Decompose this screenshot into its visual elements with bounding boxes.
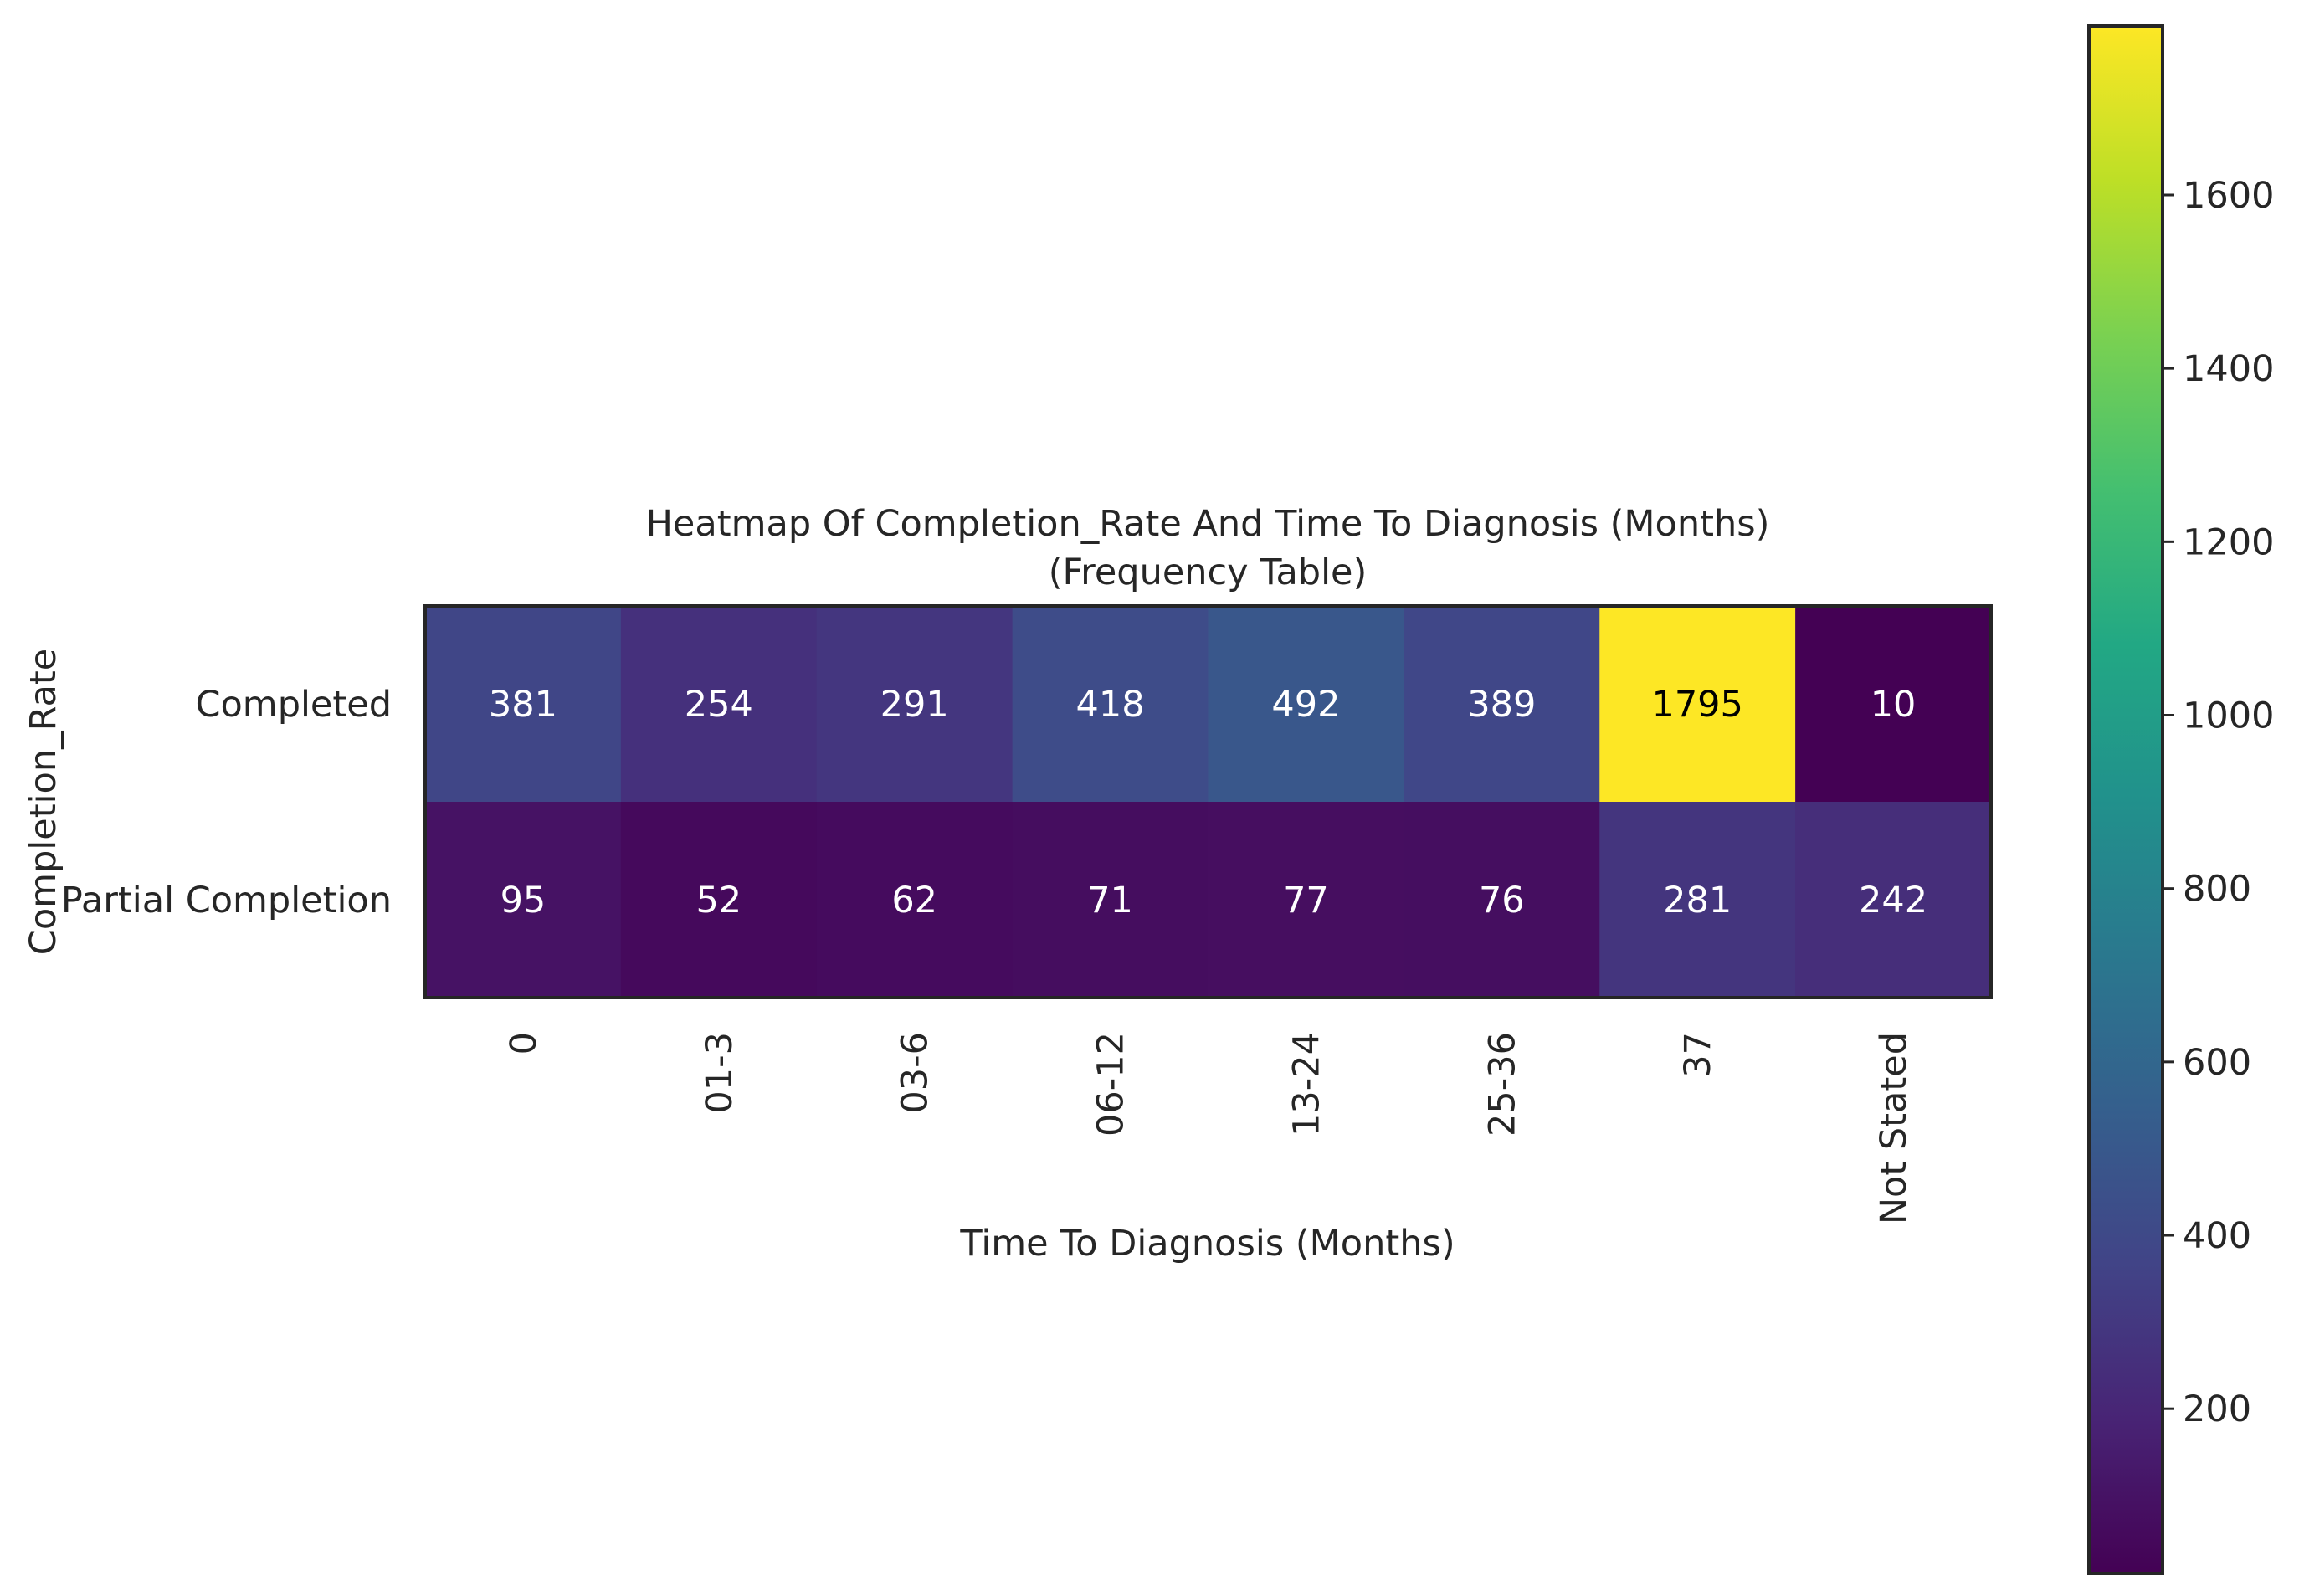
heatmap-cell (1599, 802, 1796, 998)
cell-value-label: 1795 (1651, 684, 1742, 726)
cell-value-label: 281 (1663, 880, 1732, 921)
cell-value-label: 242 (1859, 880, 1927, 921)
colorbar-tick-label: 600 (2183, 1042, 2251, 1084)
chart-subtitle: (Frequency Table) (1049, 552, 1368, 593)
cell-value-label: 62 (891, 880, 937, 921)
cell-value-label: 77 (1283, 880, 1329, 921)
y-tick-labels: Completed Partial Completion (61, 684, 392, 921)
heatmap-cells (425, 606, 1992, 998)
heatmap-cell (816, 802, 1014, 998)
colorbar-tick-label: 1600 (2183, 175, 2274, 217)
colorbar-tick-label: 800 (2183, 869, 2251, 911)
heatmap-cell (620, 802, 818, 998)
heatmap-cell (425, 606, 622, 803)
heatmap-cell (816, 606, 1014, 803)
cell-value-label: 10 (1871, 684, 1917, 726)
x-tick-label: 06-12 (1090, 1032, 1132, 1137)
x-tick-label: 03-6 (895, 1032, 937, 1114)
heatmap-cell (1795, 802, 1992, 998)
colorbar (2087, 24, 2164, 1575)
x-tick-label: Not Stated (1873, 1032, 1915, 1224)
cell-value-label: 52 (695, 880, 742, 921)
heatmap-cell (1208, 606, 1404, 803)
x-axis-label: Time To Diagnosis (Months) (959, 1223, 1455, 1265)
heatmap-cell (1012, 802, 1209, 998)
colorbar-ticks: 200 400 600 800 1000 1200 1400 1600 (2163, 175, 2274, 1430)
x-tick-labels: 0 01-3 03-6 06-12 13-24 25-36 37 Not Stated (503, 1032, 1915, 1224)
heatmap-cell (1599, 606, 1796, 803)
x-tick-label: 13-24 (1285, 1032, 1327, 1137)
plot-frame (423, 604, 1993, 999)
cell-value-label: 254 (685, 684, 753, 726)
x-tick-label: 37 (1677, 1032, 1719, 1078)
heatmap-cell (425, 802, 622, 998)
cell-value-label: 389 (1467, 684, 1536, 726)
colorbar-tick-label: 200 (2183, 1388, 2251, 1430)
cell-value-label: 291 (880, 684, 949, 726)
y-axis-label: Completion_Rate (23, 649, 64, 955)
colorbar-tick-label: 1200 (2183, 521, 2274, 563)
colorbar-tick-label: 1400 (2183, 348, 2274, 390)
cell-value-label: 492 (1271, 684, 1340, 726)
heatmap-cell (1012, 606, 1209, 803)
chart-title: Heatmap Of Completion_Rate And Time To D… (646, 503, 1770, 545)
cell-value-label: 381 (489, 684, 557, 726)
cell-annotations: 381 254 291 418 492 389 1795 10 95 52 62 71 77 76 281 2… (489, 684, 1927, 921)
cell-value-label: 95 (500, 880, 547, 921)
heatmap-cell (1404, 802, 1600, 998)
y-tick-label: Partial Completion (61, 880, 392, 921)
colorbar-tick-label: 400 (2183, 1215, 2251, 1257)
heatmap-cell (1404, 606, 1600, 803)
cell-value-label: 76 (1479, 880, 1525, 921)
colorbar-tick-label: 1000 (2183, 695, 2274, 737)
heatmap-cell (620, 606, 818, 803)
x-tick-label: 01-3 (699, 1032, 741, 1114)
x-tick-label: 0 (503, 1032, 545, 1055)
heatmap-cell (1208, 802, 1404, 998)
cell-value-label: 71 (1087, 880, 1133, 921)
y-tick-label: Completed (195, 684, 392, 726)
x-tick-label: 25-36 (1481, 1032, 1523, 1137)
heatmap-cell (1795, 606, 1992, 803)
cell-value-label: 418 (1076, 684, 1145, 726)
